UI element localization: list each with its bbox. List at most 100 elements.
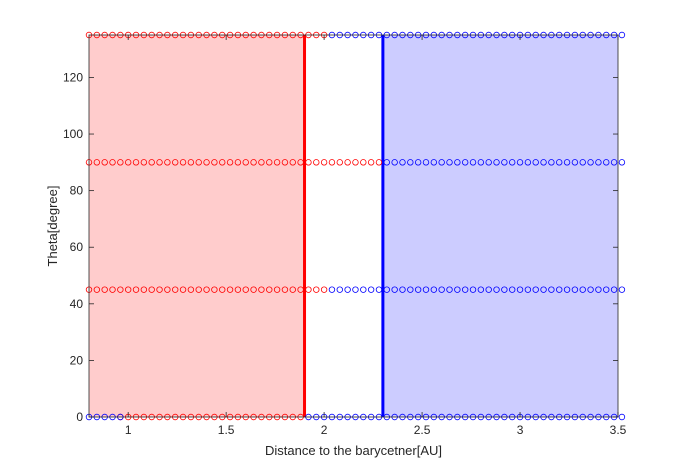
data-point xyxy=(563,286,571,293)
x-tick-label: 3 xyxy=(517,423,524,437)
data-point xyxy=(516,159,524,166)
data-point xyxy=(234,159,242,166)
data-point xyxy=(595,286,602,293)
data-point xyxy=(383,159,391,166)
data-point xyxy=(477,159,485,166)
x-tick-label: 3.5 xyxy=(610,423,627,437)
data-point xyxy=(587,286,594,293)
shaded-region-2 xyxy=(382,35,618,417)
data-point xyxy=(109,286,116,293)
data-point xyxy=(618,31,626,39)
data-point xyxy=(454,286,461,293)
plot-frame xyxy=(88,34,619,418)
data-point xyxy=(313,159,320,166)
data-point xyxy=(140,159,148,166)
data-point xyxy=(250,159,257,166)
data-point xyxy=(250,286,257,293)
data-point xyxy=(172,159,179,166)
data-point xyxy=(93,159,101,166)
data-point xyxy=(438,286,445,293)
data-point xyxy=(289,159,296,166)
y-axis-label: Theta[degree] xyxy=(45,186,60,267)
data-point xyxy=(195,159,202,166)
data-point xyxy=(336,159,343,166)
data-point xyxy=(219,159,226,166)
data-point xyxy=(164,286,171,293)
data-point xyxy=(485,286,492,293)
data-point xyxy=(493,286,500,293)
data-point xyxy=(595,159,602,166)
data-point xyxy=(124,159,132,166)
data-point xyxy=(195,286,202,293)
y-tick-label: 0 xyxy=(76,410,83,424)
data-point xyxy=(273,159,281,166)
data-point xyxy=(187,159,195,166)
data-point xyxy=(344,286,351,293)
data-point xyxy=(179,159,187,166)
data-point xyxy=(446,286,453,293)
data-point xyxy=(485,159,492,166)
data-point xyxy=(540,159,547,166)
data-point xyxy=(501,286,508,293)
x-tick-label: 1 xyxy=(125,423,132,437)
data-point xyxy=(571,286,579,293)
data-point xyxy=(219,286,226,293)
data-point xyxy=(618,286,626,293)
data-point xyxy=(273,286,281,293)
data-point xyxy=(516,286,524,293)
data-point xyxy=(320,286,328,293)
data-point xyxy=(367,159,375,166)
data-point xyxy=(266,159,273,166)
boundary-lines xyxy=(303,35,385,417)
y-tick-label: 120 xyxy=(63,70,83,84)
data-point xyxy=(399,286,406,293)
data-point xyxy=(226,159,234,166)
x-tick-label: 2.5 xyxy=(414,423,431,437)
data-point xyxy=(124,286,132,293)
data-point xyxy=(610,159,618,166)
y-tick-label: 20 xyxy=(70,353,84,367)
data-point xyxy=(305,159,312,166)
data-point xyxy=(203,159,210,166)
data-point xyxy=(540,286,547,293)
data-point xyxy=(297,286,304,293)
data-point xyxy=(187,286,195,293)
data-point xyxy=(375,286,383,293)
data-point xyxy=(281,159,289,166)
data-point xyxy=(305,286,312,293)
data-point xyxy=(391,159,398,166)
data-point xyxy=(156,159,163,166)
data-point xyxy=(579,286,586,293)
data-point xyxy=(556,159,563,166)
data-point xyxy=(289,286,296,293)
data-point xyxy=(524,286,532,293)
data-point xyxy=(226,286,234,293)
data-point xyxy=(117,159,124,166)
data-point xyxy=(360,159,367,166)
data-point xyxy=(258,159,265,166)
data-point xyxy=(313,286,320,293)
data-point xyxy=(242,286,249,293)
data-point xyxy=(242,159,249,166)
data-point xyxy=(328,159,336,166)
data-point xyxy=(603,159,610,166)
y-tick-label: 40 xyxy=(70,297,84,311)
data-point xyxy=(556,286,563,293)
data-point xyxy=(399,159,406,166)
data-point xyxy=(509,159,516,166)
data-point xyxy=(422,286,430,293)
data-point xyxy=(258,286,265,293)
x-tick-label: 2 xyxy=(321,423,328,437)
data-point xyxy=(297,159,304,166)
data-point xyxy=(548,286,555,293)
data-point xyxy=(266,286,273,293)
data-point xyxy=(148,286,155,293)
data-point xyxy=(383,286,391,293)
data-point xyxy=(610,286,618,293)
data-point xyxy=(477,286,485,293)
data-point xyxy=(320,159,328,166)
data-point xyxy=(469,286,477,293)
data-point xyxy=(603,286,610,293)
data-point xyxy=(446,159,453,166)
